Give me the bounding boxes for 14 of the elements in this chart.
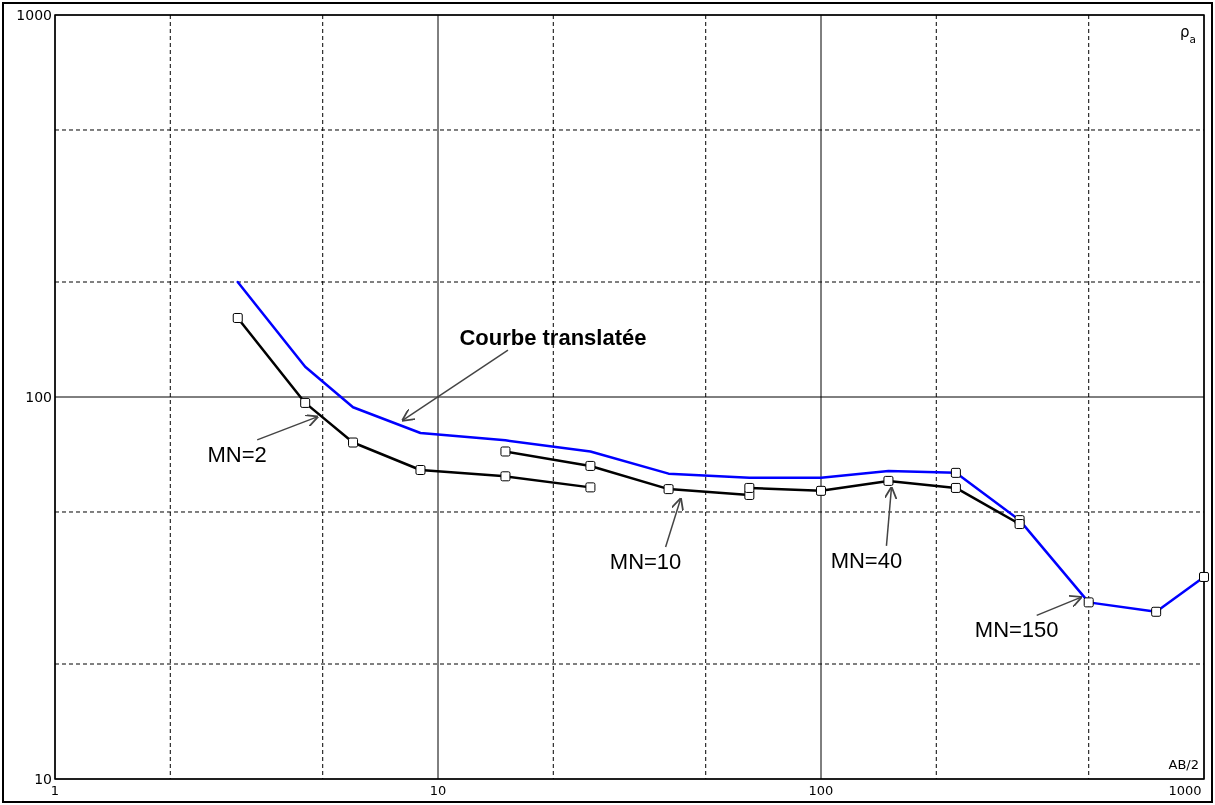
y-tick-label: 1000 [16,7,52,23]
y-tick-label: 10 [34,771,52,787]
y-tick-label: 100 [25,389,52,405]
y-axis-title: ρ$_{a}$ [1180,23,1196,45]
x-tick-label: 10 [429,783,447,798]
annotation: MN=2 [207,441,267,467]
x-tick-label: 100 [808,783,834,798]
annotation: MN=40 [830,547,903,573]
x-tick-label: 1000 [1168,783,1202,798]
x-tick-label: 1 [50,783,60,798]
annotation: MN=150 [974,617,1059,643]
annotation: Courbe translatée [459,325,647,351]
annotation: MN=10 [609,549,682,575]
x-axis-title: AB/2 [1168,757,1199,772]
